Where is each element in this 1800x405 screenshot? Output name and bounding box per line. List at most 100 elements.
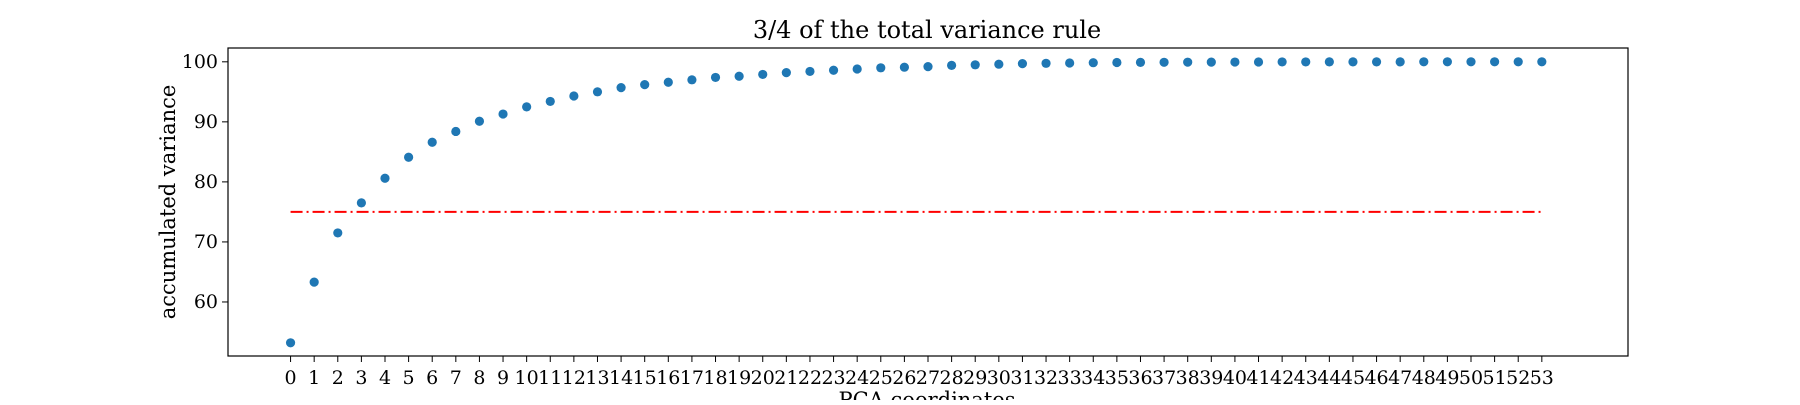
x-tick-label: 42: [1270, 367, 1294, 389]
data-point: [474, 116, 485, 126]
data-point: [1017, 59, 1028, 69]
x-tick-label: 39: [1199, 367, 1223, 389]
x-tick-label: 20: [751, 367, 775, 389]
x-tick-label: 31: [1010, 367, 1034, 389]
data-point: [1442, 57, 1452, 67]
data-point: [805, 66, 815, 77]
data-point: [828, 65, 839, 75]
x-tick-label: 10: [515, 367, 539, 389]
data-point: [333, 228, 343, 238]
x-tick-label: 15: [633, 367, 657, 389]
x-tick-label: 51: [1483, 367, 1507, 389]
data-point: [569, 91, 579, 101]
data-point: [1183, 57, 1193, 67]
data-point: [1206, 57, 1216, 67]
x-tick-label: 29: [963, 367, 987, 389]
data-point: [1253, 57, 1264, 67]
x-axis-label: PCA coordinates: [839, 388, 1016, 400]
x-tick-label: 18: [703, 367, 727, 389]
x-tick-label: 12: [562, 367, 586, 389]
data-point: [404, 152, 414, 162]
x-tick-label: 52: [1506, 367, 1530, 389]
data-point: [356, 198, 366, 208]
data-point: [1537, 57, 1547, 67]
data-point: [734, 71, 744, 81]
data-point: [1348, 57, 1358, 67]
x-tick-label: 45: [1341, 367, 1365, 389]
y-tick-label: 100: [182, 51, 218, 73]
x-tick-label: 36: [1128, 367, 1152, 389]
data-point: [1135, 57, 1146, 68]
x-tick-label: 25: [869, 367, 893, 389]
data-point: [1230, 57, 1240, 67]
data-point: [1395, 57, 1405, 67]
data-point: [309, 277, 319, 287]
y-axis-label: accumulated variance: [156, 85, 180, 320]
x-tick-label: 37: [1152, 367, 1176, 389]
data-point: [1112, 57, 1122, 68]
x-tick-label: 38: [1176, 367, 1200, 389]
chart-title: 3/4 of the total variance rule: [753, 16, 1101, 44]
data-point: [1324, 57, 1334, 67]
data-point: [947, 60, 957, 71]
x-tick-label: 2: [332, 367, 344, 389]
y-tick-label: 60: [194, 291, 218, 313]
data-point: [758, 69, 768, 80]
data-point: [1371, 57, 1382, 67]
x-tick-label: 1: [308, 367, 320, 389]
data-point: [663, 77, 673, 87]
data-point: [1301, 57, 1311, 67]
x-tick-label: 53: [1530, 367, 1554, 389]
data-point: [1088, 58, 1098, 68]
data-point: [994, 59, 1004, 69]
x-tick-label: 48: [1412, 367, 1436, 389]
x-tick-label: 34: [1081, 367, 1105, 389]
x-tick-label: 33: [1058, 367, 1082, 389]
data-point: [640, 80, 650, 90]
x-tick-label: 8: [473, 367, 485, 389]
x-tick-label: 41: [1246, 367, 1270, 389]
x-tick-label: 47: [1388, 367, 1412, 389]
data-point: [545, 96, 555, 107]
data-point: [876, 63, 886, 73]
x-tick-label: 17: [680, 367, 704, 389]
x-tick-label: 22: [798, 367, 822, 389]
data-point: [1041, 58, 1051, 68]
data-point: [687, 75, 697, 85]
data-point: [1419, 57, 1429, 67]
data-point: [1159, 57, 1169, 67]
x-tick-label: 4: [379, 367, 391, 389]
y-tick-label: 90: [194, 111, 218, 133]
x-tick-label: 44: [1317, 367, 1341, 389]
x-tick-label: 11: [538, 367, 562, 389]
x-tick-label: 5: [403, 367, 415, 389]
x-tick-label: 30: [987, 367, 1011, 389]
x-tick-label: 16: [656, 367, 680, 389]
x-tick-label: 26: [892, 367, 916, 389]
data-point: [592, 87, 603, 97]
data-point: [1277, 57, 1287, 67]
x-tick-label: 14: [609, 367, 633, 389]
x-tick-label: 6: [426, 367, 438, 389]
data-point: [899, 62, 909, 72]
data-point: [923, 62, 933, 72]
x-tick-label: 13: [585, 367, 609, 389]
data-point: [710, 72, 721, 83]
data-point: [781, 68, 791, 78]
data-point: [852, 64, 862, 74]
y-tick-label: 80: [194, 171, 218, 193]
x-tick-label: 49: [1435, 367, 1459, 389]
data-point: [285, 338, 296, 348]
x-tick-label: 3: [355, 367, 367, 389]
x-tick-label: 32: [1034, 367, 1058, 389]
x-tick-label: 21: [774, 367, 798, 389]
data-point: [1513, 57, 1523, 67]
x-tick-label: 28: [940, 367, 964, 389]
data-point: [498, 109, 508, 119]
x-tick-label: 27: [916, 367, 940, 389]
y-tick-label: 70: [194, 231, 218, 253]
x-tick-label: 9: [497, 367, 509, 389]
data-point: [1466, 57, 1476, 67]
